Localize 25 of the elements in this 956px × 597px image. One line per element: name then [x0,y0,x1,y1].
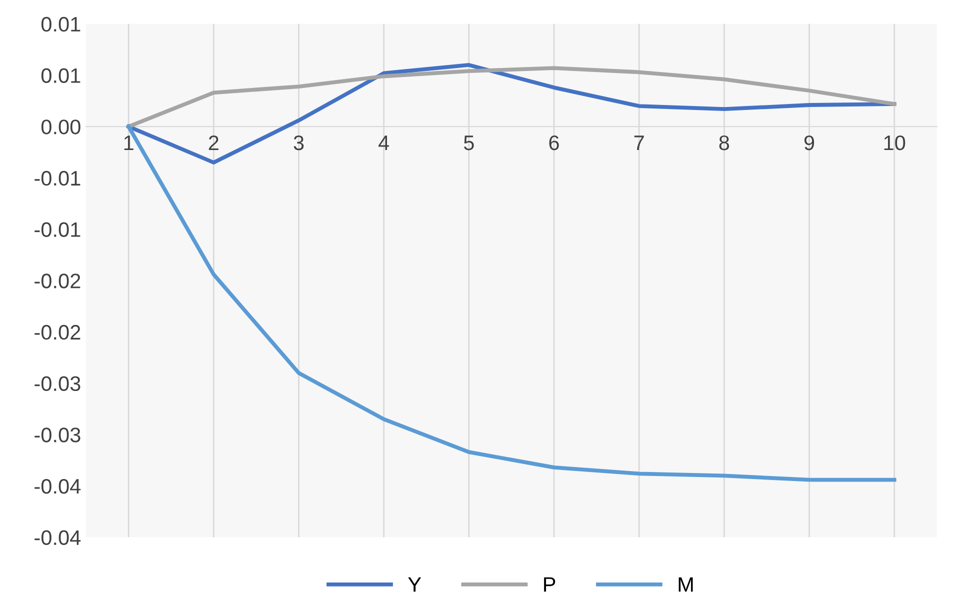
x-tick-label: 4 [378,136,390,150]
y-tick-label: -0.03 [34,376,80,392]
y-tick-label: -0.01 [34,170,80,186]
y-tick-label: -0.03 [34,428,80,442]
x-tick-label: 7 [634,136,644,150]
y-tick-label: -0.02 [34,274,80,288]
line-series [126,66,896,129]
x-tick-label: 2 [208,135,218,150]
x-tick-label: 1 [124,136,134,150]
x-tick-label: 10 [884,135,906,150]
y-tick-label: 0.01 [41,16,80,32]
y-tick-label: 0.01 [41,68,80,83]
x-tick-label: 8 [719,135,730,150]
y-tick-label: -0.01 [34,222,80,237]
y-tick-label: -0.02 [34,324,80,340]
y-tick-label: 0.00 [41,120,80,134]
legend-label: Y [408,577,422,592]
x-tick-label: 9 [804,135,814,150]
x-tick-label: 3 [294,135,304,150]
y-tick-label: -0.04 [34,530,81,546]
x-tick-label: 6 [549,135,559,150]
x-tick-label: 5 [464,136,474,150]
legend-label: M [678,577,693,592]
y-tick-label: -0.04 [34,478,81,494]
legend-label: P [544,577,556,592]
